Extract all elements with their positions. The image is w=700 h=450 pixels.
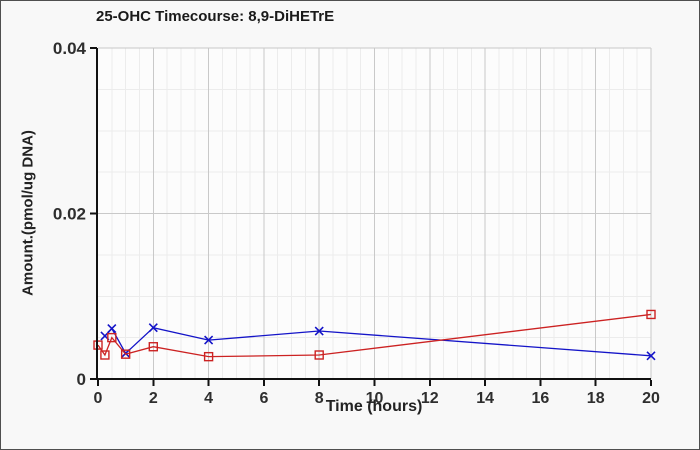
x-tick-label: 20: [642, 390, 660, 407]
x-axis-label: Time (hours): [325, 398, 423, 415]
red-square-series-line: [97, 313, 652, 358]
ticks: [90, 47, 652, 386]
x-tick-label: 18: [587, 390, 605, 407]
y-tick-label: 0.04: [53, 39, 87, 58]
red-square-series-marker: [314, 350, 324, 360]
x-tick-label: 4: [204, 390, 213, 407]
x-tick-label: 6: [259, 390, 268, 407]
x-tick-label: 14: [476, 390, 494, 407]
blue-x-series-marker: [148, 323, 158, 333]
tick-labels: 0 2 4 6 8 10 12 14 16 18 20 0 0.02 0.04: [53, 39, 660, 407]
x-tick-label: 10: [366, 390, 384, 407]
red-square-series-marker: [100, 350, 110, 360]
red-square-series-marker: [646, 309, 656, 320]
x-tick-label: 16: [532, 390, 550, 407]
blue-x-series-marker: [204, 335, 214, 345]
x-tick-label: 8: [315, 390, 324, 407]
grid-major: [98, 47, 652, 379]
x-tick-label: 12: [421, 390, 439, 407]
chart-title: 25-OHC Timecourse: 8,9-DiHETrE: [96, 8, 335, 25]
blue-x-series-marker: [107, 323, 117, 334]
blue-x-series-marker: [314, 326, 324, 336]
y-tick-label: 0: [77, 370, 86, 389]
y-axis-label: Amount.(pmol/ug DNA): [19, 130, 37, 296]
x-tick-label: 0: [94, 390, 103, 407]
red-square-series-marker: [120, 349, 131, 359]
red-square-series-marker: [107, 332, 117, 343]
red-square-series-marker: [148, 342, 159, 352]
y-tick-label: 0.02: [53, 205, 86, 224]
red-square-series-marker: [203, 351, 214, 362]
x-tick-label: 2: [149, 390, 158, 407]
blue-x-series-marker: [646, 351, 656, 361]
